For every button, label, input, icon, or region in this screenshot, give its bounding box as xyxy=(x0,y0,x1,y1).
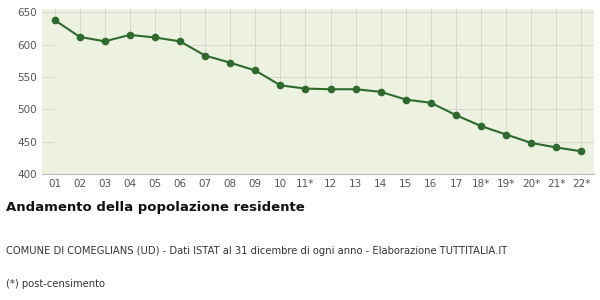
Text: (*) post-censimento: (*) post-censimento xyxy=(6,279,105,289)
Text: COMUNE DI COMEGLIANS (UD) - Dati ISTAT al 31 dicembre di ogni anno - Elaborazion: COMUNE DI COMEGLIANS (UD) - Dati ISTAT a… xyxy=(6,246,507,256)
Text: Andamento della popolazione residente: Andamento della popolazione residente xyxy=(6,201,305,214)
